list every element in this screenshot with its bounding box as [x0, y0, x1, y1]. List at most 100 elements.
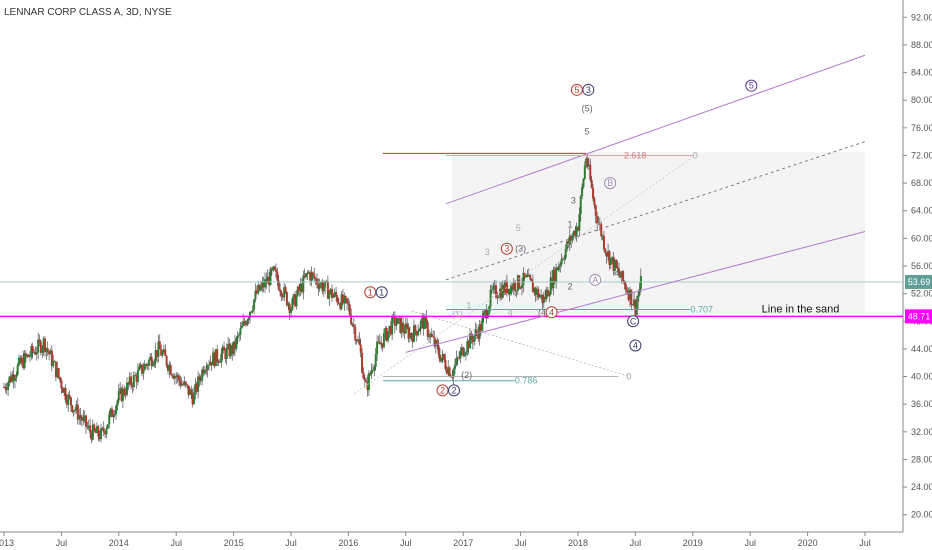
y-tick-label: 60.00	[911, 233, 932, 243]
wave-circle	[745, 79, 758, 92]
candle-body	[503, 284, 506, 293]
candle-body	[469, 333, 472, 349]
candle-body	[100, 428, 103, 440]
candle-body	[479, 324, 482, 331]
candle-body	[462, 347, 465, 356]
candle-body	[132, 375, 135, 388]
candle-body	[48, 351, 51, 355]
candle-body	[42, 338, 45, 349]
candle-body	[516, 275, 519, 291]
candle-body	[41, 348, 44, 353]
candle-body	[370, 369, 373, 375]
wave-label: 1	[368, 287, 373, 297]
candle-body	[346, 298, 349, 304]
candle-body	[259, 286, 262, 291]
candle-body	[616, 267, 619, 269]
candle-body	[194, 383, 197, 393]
candle-body	[376, 341, 379, 355]
candle-body	[64, 387, 67, 400]
candle-body	[546, 290, 549, 297]
candle-body	[638, 289, 641, 296]
candle-body	[87, 425, 90, 427]
candle-body	[520, 285, 523, 288]
candle-body	[329, 288, 332, 293]
wave-label: 2	[567, 282, 572, 292]
candle-body	[305, 273, 308, 278]
candle-body	[582, 178, 585, 187]
candle-body	[445, 368, 448, 374]
candle-body	[49, 350, 52, 355]
candle-body	[220, 353, 223, 363]
candle-body	[261, 281, 264, 287]
candle-body	[57, 368, 60, 377]
candle-body	[362, 372, 365, 379]
candle-body	[176, 375, 179, 378]
candle-body	[131, 385, 134, 388]
candle-body	[83, 415, 86, 417]
candle-body	[397, 317, 400, 319]
candle-body	[391, 316, 394, 335]
candle-body	[75, 404, 78, 411]
candle-body	[341, 294, 344, 304]
y-tick-label: 92.00	[911, 12, 932, 22]
y-tick-label: 24.00	[911, 482, 932, 492]
candle-body	[37, 339, 40, 353]
x-tick-label: Jul	[170, 538, 182, 548]
candle-body	[343, 296, 346, 304]
candle-body	[361, 352, 364, 373]
candle-body	[59, 376, 62, 381]
candle-body	[415, 331, 418, 336]
candle-body	[508, 288, 511, 295]
candle-body	[238, 334, 241, 336]
candle-body	[365, 380, 368, 383]
candle-body	[72, 410, 75, 413]
candle-body	[277, 280, 280, 290]
candle-body	[253, 299, 256, 310]
candle-body	[268, 276, 271, 286]
candle-body	[68, 394, 71, 398]
y-tick-label: 72.00	[911, 150, 932, 160]
candle-body	[295, 295, 298, 307]
candle-body	[537, 289, 540, 298]
candle-body	[541, 294, 544, 304]
candle-body	[377, 341, 380, 343]
y-tick-label: 88.00	[911, 40, 932, 50]
candle-body	[290, 309, 292, 313]
candle-body	[344, 296, 347, 299]
candle-body	[223, 346, 226, 351]
candle-body	[422, 317, 425, 329]
candle-body	[540, 294, 543, 297]
candle-body	[568, 235, 571, 245]
candle-body	[351, 323, 354, 325]
candle-body	[95, 426, 98, 434]
candle-body	[30, 346, 33, 357]
fib-label-2618: 2.618	[624, 150, 647, 160]
candle-body	[619, 274, 622, 278]
candle-body	[24, 353, 27, 357]
candle-body	[359, 344, 362, 353]
candle-body	[548, 294, 551, 297]
fib-label-0786: 0.786	[515, 376, 538, 386]
candle-body	[228, 343, 231, 357]
candle-body	[299, 283, 302, 291]
candle-body	[566, 241, 569, 250]
candle-body	[90, 432, 93, 440]
candle-body	[356, 339, 359, 342]
y-tick-label: 52.00	[911, 289, 932, 299]
candle-body	[387, 331, 390, 341]
candle-body	[156, 350, 159, 357]
candle-body	[493, 285, 496, 287]
candle-body	[423, 317, 426, 329]
x-tick-label: 2018	[568, 538, 588, 548]
candle-body	[623, 281, 626, 285]
wave-label: 3	[586, 85, 591, 95]
candle-body	[130, 376, 133, 386]
candle-body	[258, 284, 261, 291]
candle-body	[79, 415, 82, 419]
wave-label: 3	[571, 195, 576, 205]
candle-body	[171, 374, 174, 376]
candle-body	[495, 285, 497, 298]
candle-body	[202, 369, 205, 374]
wave-label: 5	[574, 85, 579, 95]
